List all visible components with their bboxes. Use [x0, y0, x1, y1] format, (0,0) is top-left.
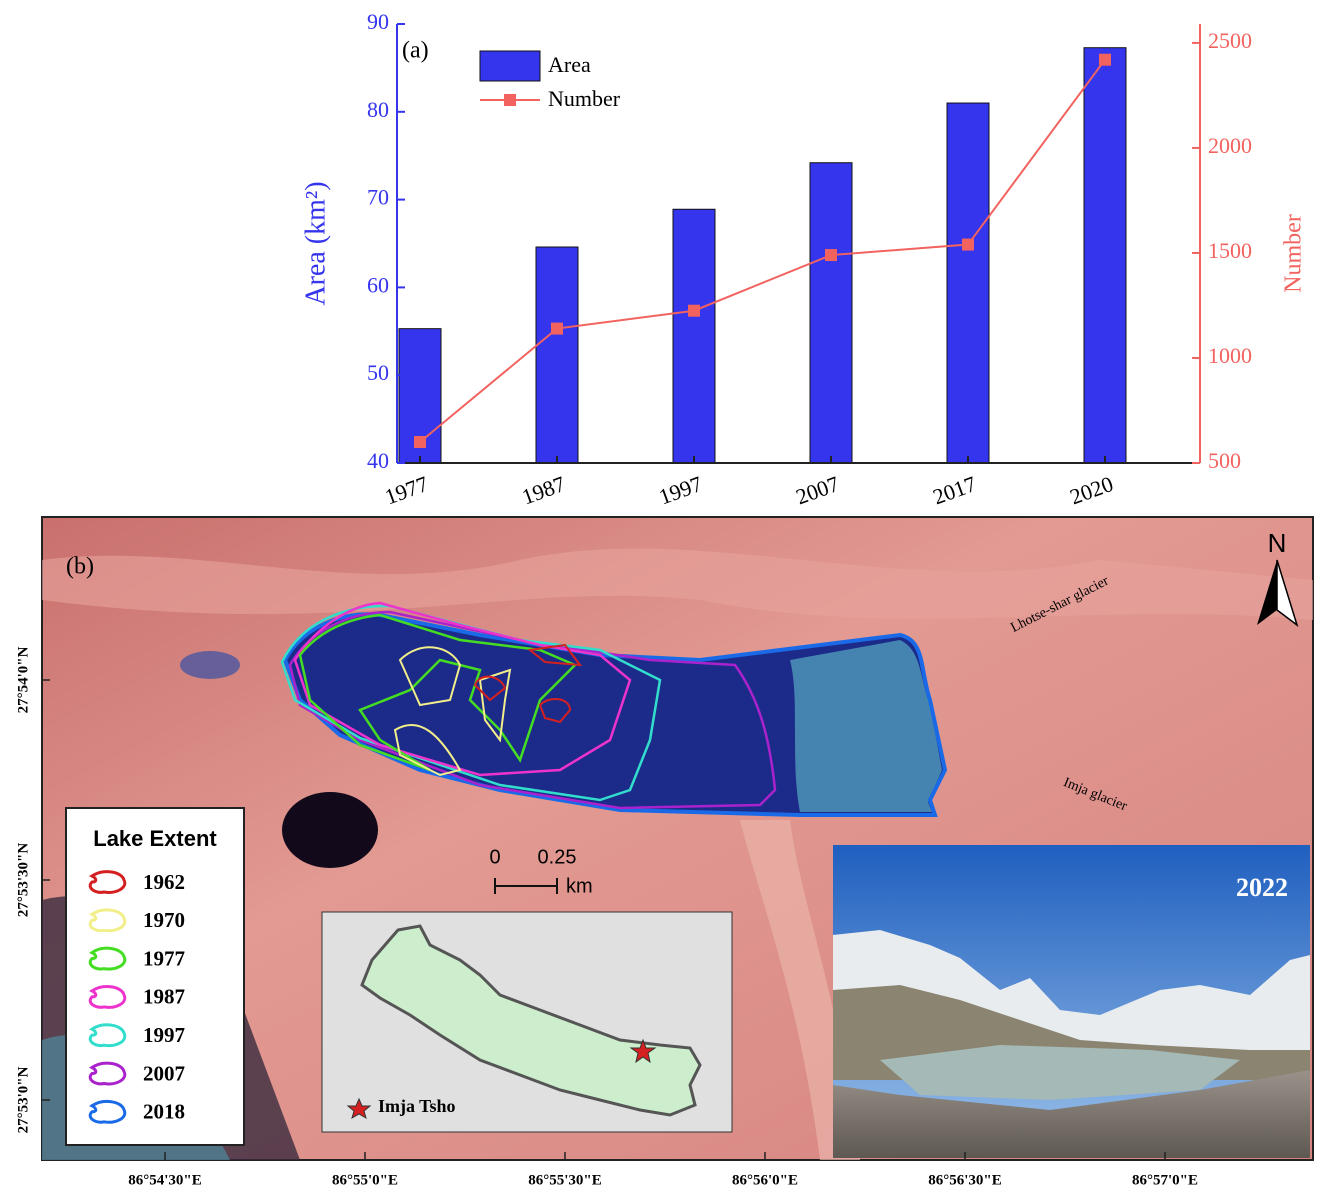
y2-tick-label: 500	[1208, 448, 1241, 473]
map-panel: (b) N Lhotse-shar glacier Imja glacier L…	[15, 517, 1313, 1188]
scale-unit: km	[566, 875, 593, 897]
y-axis-label: Area (km²)	[300, 181, 331, 305]
legend-label: 1987	[143, 985, 185, 1009]
lon-label: 86°57'0"E	[1132, 1172, 1198, 1188]
lat-label: 27°53'0"N	[15, 1066, 31, 1133]
y2-tick-label: 1000	[1208, 343, 1252, 368]
marker	[825, 249, 837, 261]
lat-label: 27°54'0"N	[15, 646, 31, 713]
bar	[536, 247, 578, 463]
x-tick-label: 1987	[519, 471, 569, 510]
pond	[282, 792, 378, 868]
legend-label: 1977	[143, 946, 185, 970]
chart-a: 40 50 60 70 80 90 500 1000 1500 2000 2500 1977 1987 1…	[300, 9, 1306, 509]
marker	[414, 436, 426, 448]
legend-label: 1970	[143, 908, 185, 932]
x-tick-label: 2007	[793, 471, 843, 510]
marker	[1099, 54, 1111, 66]
y-tick-label: 90	[367, 9, 389, 34]
inset-label: Imja Tsho	[378, 1096, 456, 1116]
legend-swatch	[480, 51, 540, 81]
figure: 40 50 60 70 80 90 500 1000 1500 2000 2500 1977 1987 1…	[0, 0, 1317, 1195]
marker	[962, 239, 974, 251]
legend-label: 2007	[143, 1061, 185, 1085]
y-tick-label: 80	[367, 97, 389, 122]
y2-tick-label: 1500	[1208, 238, 1252, 263]
lon-label: 86°56'30"E	[928, 1172, 1002, 1188]
marker	[551, 323, 563, 335]
scale-label: 0.25	[538, 846, 577, 868]
x-tick-label: 2020	[1067, 471, 1117, 510]
bar	[947, 103, 989, 463]
legend-swatch	[504, 94, 516, 106]
legend-box	[66, 808, 244, 1145]
bar	[1084, 48, 1126, 463]
marker	[688, 305, 700, 317]
lat-label: 27°53'30"N	[15, 843, 31, 917]
legend-label: 1962	[143, 870, 185, 894]
lon-label: 86°54'30"E	[128, 1172, 202, 1188]
legend-label: Number	[548, 86, 621, 111]
x-tick-label: 1977	[382, 471, 432, 510]
panel-label: (b)	[66, 554, 94, 580]
x-tick-label: 1997	[656, 471, 706, 510]
bar	[810, 163, 852, 463]
x-tick-label: 2017	[930, 471, 980, 510]
lon-label: 86°55'0"E	[332, 1172, 398, 1188]
y2-axis-label: Number	[1281, 214, 1307, 293]
lon-label: 86°56'0"E	[732, 1172, 798, 1188]
lon-label: 86°55'30"E	[528, 1172, 602, 1188]
legend-label: 2018	[143, 1100, 185, 1124]
bar	[673, 209, 715, 463]
north-label: N	[1268, 528, 1287, 558]
legend-title: Lake Extent	[93, 826, 217, 851]
y-tick-label: 40	[367, 448, 389, 473]
legend-label: Area	[548, 52, 591, 77]
y-tick-label: 70	[367, 185, 389, 210]
line	[420, 60, 1105, 442]
pond	[180, 651, 240, 679]
y-tick-label: 60	[367, 272, 389, 297]
page: 40 50 60 70 80 90 500 1000 1500 2000 2500 1977 1987 1…	[0, 0, 1317, 1195]
photo: 2022	[833, 845, 1310, 1158]
photo-label: 2022	[1236, 873, 1288, 902]
y-tick-label: 50	[367, 360, 389, 385]
legend-label: 1997	[143, 1023, 185, 1047]
panel-label: (a)	[402, 38, 429, 64]
scale-label: 0	[489, 846, 500, 868]
y2-tick-label: 2000	[1208, 133, 1252, 158]
y2-tick-label: 2500	[1208, 28, 1252, 53]
